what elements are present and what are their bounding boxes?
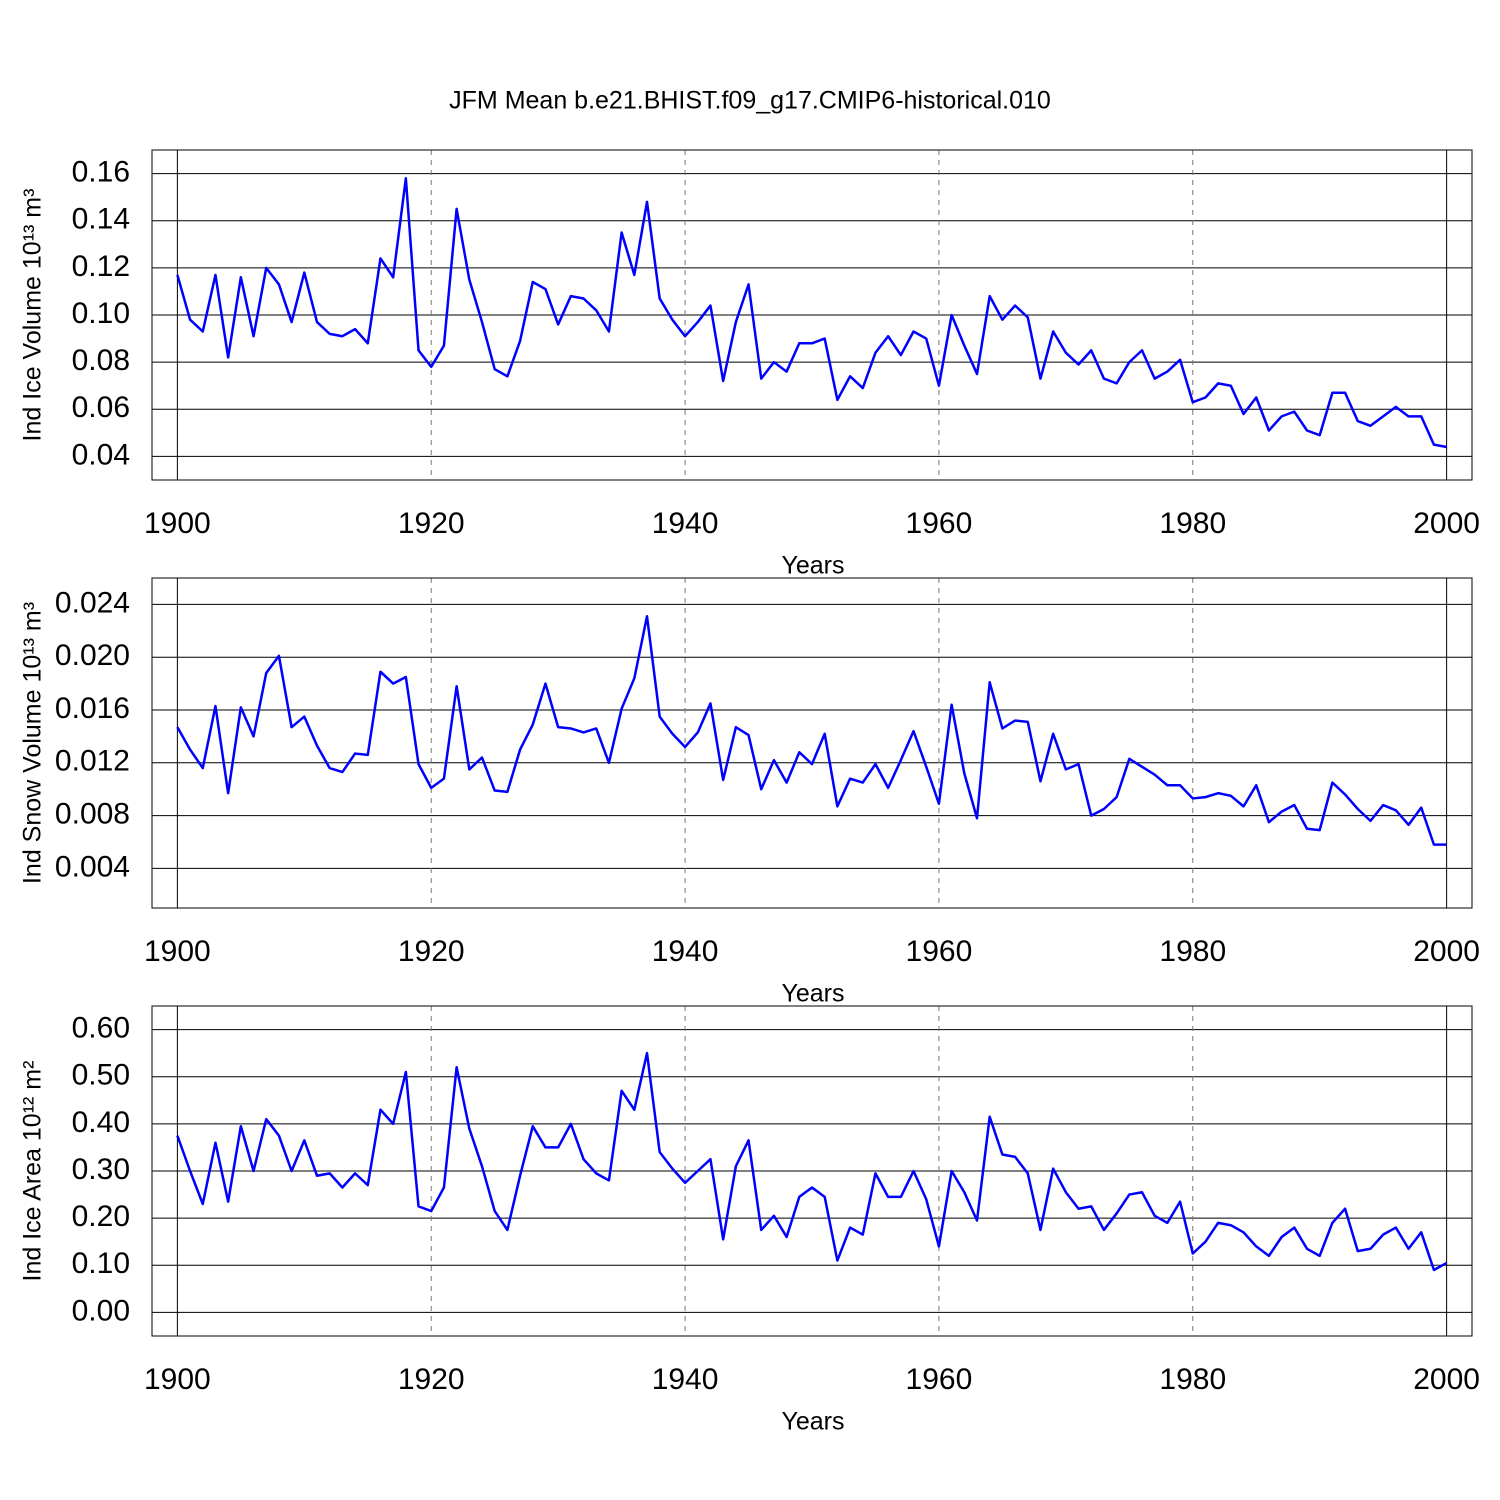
plot-frame: [151, 149, 1473, 481]
y-tick-label: 0.12: [72, 250, 130, 283]
data-line: [176, 615, 1447, 846]
x-tick-label: 1920: [398, 935, 465, 968]
y-tick-label: 0.008: [55, 798, 130, 831]
x-tick-label: 1900: [144, 935, 211, 968]
x-tick-label: 1940: [652, 935, 719, 968]
y-tick-label: 0.024: [55, 586, 130, 619]
x-tick-label: 1900: [144, 507, 211, 540]
x-tick-label: 1960: [906, 507, 973, 540]
y-tick-label: 0.004: [55, 850, 130, 883]
y-tick-label: 0.20: [72, 1200, 130, 1233]
figure-title: JFM Mean b.e21.BHIST.f09_g17.CMIP6-histo…: [449, 87, 1051, 115]
x-tick-label: 1940: [652, 1363, 719, 1396]
panel: 0.04 0.06 0.08 0.10 0.12 0.14 0.16 1900 1920 1940…: [19, 149, 1480, 580]
y-tick-label: 0.06: [72, 391, 130, 424]
data-line: [176, 1051, 1448, 1272]
x-tick-label: 1980: [1159, 1363, 1226, 1396]
y-tick-label: 0.016: [55, 692, 130, 725]
x-axis-label: Years: [781, 980, 844, 1008]
y-axis-label: Ind Ice Volume 10¹³ m³: [19, 189, 47, 442]
x-tick-label: 1900: [144, 1363, 211, 1396]
x-tick-label: 2000: [1413, 1363, 1480, 1396]
y-tick-label: 0.012: [55, 745, 130, 778]
x-axis-label: Years: [781, 1408, 844, 1436]
y-tick-label: 0.04: [72, 438, 130, 471]
x-tick-label: 1980: [1159, 507, 1226, 540]
x-tick-label: 1980: [1159, 935, 1226, 968]
plot-frame: [151, 577, 1473, 909]
y-tick-label: 0.08: [72, 344, 130, 377]
x-tick-label: 1920: [398, 1363, 465, 1396]
y-tick-label: 0.40: [72, 1106, 130, 1139]
x-tick-label: 2000: [1413, 935, 1480, 968]
x-tick-label: 1920: [398, 507, 465, 540]
panel: 0.00 0.10 0.20 0.30 0.40 0.50 0.60 1900 1920 1940…: [19, 1005, 1480, 1436]
y-tick-label: 0.10: [72, 297, 130, 330]
panel: 0.004 0.008 0.012 0.016 0.020 0.024 1900 1920 19…: [19, 577, 1480, 1008]
y-tick-label: 0.14: [72, 203, 130, 236]
y-tick-label: 0.16: [72, 155, 130, 188]
y-tick-label: 0.60: [72, 1011, 130, 1044]
x-tick-label: 1960: [906, 935, 973, 968]
x-tick-label: 1940: [652, 507, 719, 540]
y-axis-label: Ind Ice Area 10¹² m²: [19, 1061, 47, 1282]
y-tick-label: 0.10: [72, 1247, 130, 1280]
x-axis-label: Years: [781, 552, 844, 580]
x-tick-label: 2000: [1413, 507, 1480, 540]
data-line: [176, 177, 1447, 449]
plot-frame: [151, 1005, 1473, 1337]
y-tick-label: 0.020: [55, 639, 130, 672]
y-tick-label: 0.00: [72, 1294, 130, 1327]
y-tick-label: 0.30: [72, 1153, 130, 1186]
y-axis-label: Ind Snow Volume 10¹³ m³: [19, 602, 47, 884]
y-tick-label: 0.50: [72, 1059, 130, 1092]
x-tick-label: 1960: [906, 1363, 973, 1396]
